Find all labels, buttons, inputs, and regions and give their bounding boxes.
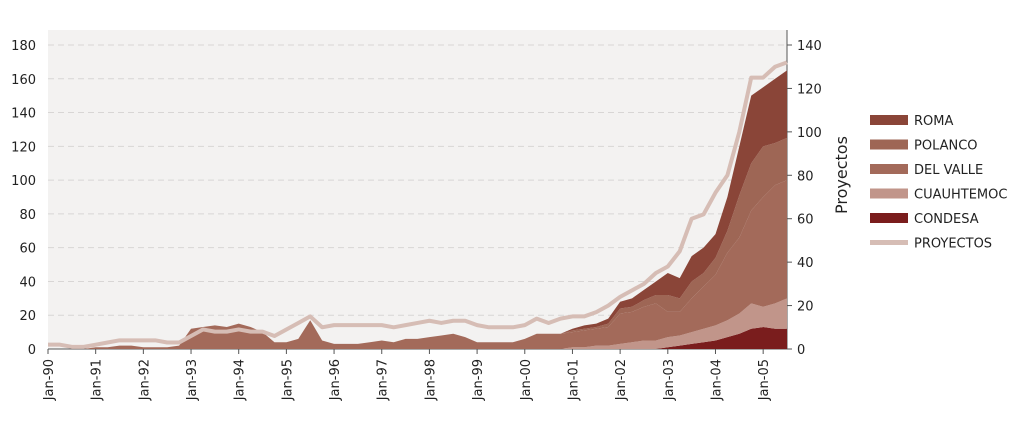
y2-axis-label: Proyectos: [832, 136, 851, 214]
x-tick-label: Jan-90: [42, 359, 57, 401]
x-tick-label: Jan-97: [376, 359, 391, 401]
x-tick-label: Jan-96: [328, 359, 343, 401]
legend-label: CONDESA: [914, 212, 979, 227]
x-tick-label: Jan-92: [137, 359, 152, 401]
y-tick-label: 140: [11, 107, 36, 122]
x-tick-label: Jan-91: [90, 359, 105, 401]
y-tick-label: 100: [11, 174, 36, 189]
legend-label: CUAUHTEMOC: [914, 188, 1007, 203]
legend-swatch: [870, 139, 908, 150]
x-tick-label: Jan-02: [614, 359, 629, 401]
legend-swatch: [870, 115, 908, 125]
x-tick-label: Jan-04: [709, 359, 724, 401]
y-tick-label: 20: [19, 309, 36, 324]
legend-label: ROMA: [914, 114, 953, 129]
legend-swatch: [870, 213, 908, 223]
y2-tick-label: 80: [797, 169, 814, 184]
x-tick-label: Jan-98: [423, 359, 438, 401]
y2-tick-label: 40: [797, 256, 814, 271]
x-tick-label: Jan-01: [566, 359, 581, 401]
y-tick-label: 120: [11, 140, 36, 155]
x-tick-label: Jan-99: [471, 359, 486, 401]
x-tick-label: Jan-05: [757, 359, 772, 401]
y-tick-label: 0: [28, 343, 36, 358]
x-tick-label: Jan-95: [280, 359, 295, 401]
y2-tick-label: 140: [797, 39, 822, 54]
legend-label: POLANCO: [914, 139, 978, 154]
x-tick-label: Jan-03: [662, 359, 677, 401]
y2-tick-label: 120: [797, 82, 822, 97]
legend-label: DEL VALLE: [914, 163, 983, 178]
area: [48, 327, 787, 349]
x-tick-label: Jan-93: [185, 359, 200, 401]
x-tick-label: Jan-94: [233, 359, 248, 401]
y-tick-label: 80: [19, 208, 36, 223]
y-tick-label: 40: [19, 275, 36, 290]
x-tick-label: Jan-00: [519, 359, 534, 401]
y-tick-label: 180: [11, 39, 36, 54]
y2-tick-label: 100: [797, 126, 822, 141]
legend-swatch: [870, 188, 908, 199]
y2-tick-label: 20: [797, 300, 814, 315]
y2-tick-label: 60: [797, 213, 814, 228]
y-tick-label: 160: [11, 73, 36, 88]
line: [48, 60, 788, 349]
y2-tick-label: 0: [797, 343, 805, 358]
y-tick-label: 60: [19, 242, 36, 257]
legend-swatch: [870, 164, 908, 174]
legend-label: PROYECTOS: [914, 237, 992, 252]
